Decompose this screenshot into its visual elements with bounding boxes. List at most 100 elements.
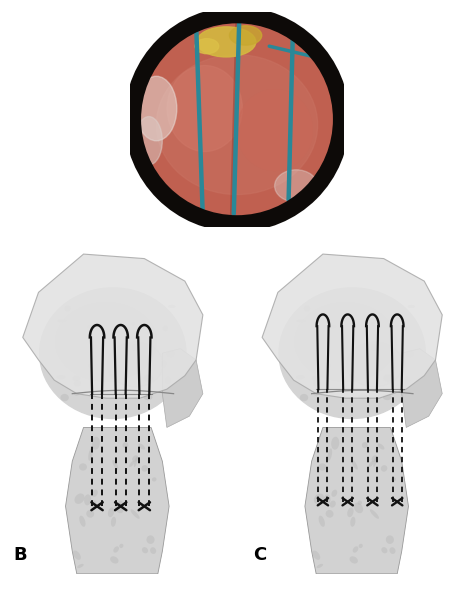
Ellipse shape bbox=[372, 455, 377, 462]
Ellipse shape bbox=[362, 442, 368, 448]
Ellipse shape bbox=[373, 456, 377, 467]
Ellipse shape bbox=[326, 510, 334, 518]
Circle shape bbox=[129, 12, 345, 227]
Circle shape bbox=[137, 19, 337, 219]
Ellipse shape bbox=[229, 26, 262, 45]
Ellipse shape bbox=[352, 460, 358, 469]
Polygon shape bbox=[162, 349, 203, 428]
Ellipse shape bbox=[129, 461, 135, 467]
Ellipse shape bbox=[296, 319, 306, 322]
Ellipse shape bbox=[300, 394, 308, 401]
Ellipse shape bbox=[141, 465, 148, 472]
Ellipse shape bbox=[166, 350, 174, 358]
Ellipse shape bbox=[279, 288, 425, 418]
Ellipse shape bbox=[74, 494, 84, 504]
Ellipse shape bbox=[406, 350, 414, 358]
Ellipse shape bbox=[331, 489, 337, 497]
Ellipse shape bbox=[349, 373, 355, 379]
Ellipse shape bbox=[358, 394, 368, 399]
Ellipse shape bbox=[319, 515, 325, 527]
Ellipse shape bbox=[313, 392, 319, 396]
Ellipse shape bbox=[77, 564, 84, 568]
Ellipse shape bbox=[144, 374, 154, 382]
Ellipse shape bbox=[328, 448, 332, 461]
Ellipse shape bbox=[56, 375, 65, 379]
Ellipse shape bbox=[371, 322, 374, 326]
Ellipse shape bbox=[92, 489, 98, 497]
Ellipse shape bbox=[73, 375, 81, 381]
Ellipse shape bbox=[111, 517, 116, 527]
Ellipse shape bbox=[163, 326, 168, 331]
Ellipse shape bbox=[165, 376, 171, 384]
Ellipse shape bbox=[156, 55, 318, 194]
Ellipse shape bbox=[386, 535, 394, 544]
Ellipse shape bbox=[168, 305, 176, 308]
Ellipse shape bbox=[146, 535, 155, 544]
Ellipse shape bbox=[404, 376, 410, 384]
Ellipse shape bbox=[110, 556, 118, 564]
Ellipse shape bbox=[167, 65, 242, 151]
Ellipse shape bbox=[92, 436, 100, 449]
Ellipse shape bbox=[357, 501, 362, 505]
Circle shape bbox=[133, 15, 341, 224]
Ellipse shape bbox=[112, 460, 118, 469]
Ellipse shape bbox=[161, 360, 166, 368]
Ellipse shape bbox=[86, 510, 94, 518]
Polygon shape bbox=[23, 254, 203, 398]
Ellipse shape bbox=[274, 170, 318, 202]
Ellipse shape bbox=[354, 502, 363, 513]
Ellipse shape bbox=[359, 544, 363, 548]
Ellipse shape bbox=[314, 494, 324, 504]
Ellipse shape bbox=[122, 442, 128, 448]
Ellipse shape bbox=[381, 465, 387, 472]
Ellipse shape bbox=[87, 325, 98, 329]
Ellipse shape bbox=[331, 436, 339, 449]
Polygon shape bbox=[305, 428, 409, 574]
Ellipse shape bbox=[134, 456, 138, 467]
Ellipse shape bbox=[115, 502, 124, 513]
Ellipse shape bbox=[313, 380, 320, 387]
Ellipse shape bbox=[57, 319, 67, 322]
Text: C: C bbox=[253, 545, 266, 564]
Ellipse shape bbox=[237, 90, 312, 170]
Ellipse shape bbox=[350, 517, 356, 527]
Ellipse shape bbox=[195, 39, 219, 54]
Ellipse shape bbox=[119, 544, 123, 548]
Ellipse shape bbox=[295, 303, 396, 381]
Ellipse shape bbox=[84, 494, 91, 505]
Ellipse shape bbox=[88, 363, 91, 368]
Ellipse shape bbox=[55, 303, 157, 381]
Ellipse shape bbox=[349, 556, 358, 564]
Ellipse shape bbox=[369, 461, 374, 467]
Ellipse shape bbox=[107, 342, 164, 387]
Ellipse shape bbox=[323, 494, 330, 505]
Ellipse shape bbox=[319, 464, 326, 471]
Ellipse shape bbox=[144, 395, 153, 400]
Ellipse shape bbox=[383, 374, 393, 382]
Ellipse shape bbox=[40, 288, 186, 418]
Ellipse shape bbox=[138, 444, 145, 449]
Ellipse shape bbox=[371, 343, 378, 352]
Ellipse shape bbox=[197, 27, 256, 57]
Ellipse shape bbox=[408, 305, 415, 308]
Polygon shape bbox=[402, 349, 442, 428]
Ellipse shape bbox=[118, 501, 123, 505]
Ellipse shape bbox=[353, 547, 358, 552]
Ellipse shape bbox=[79, 464, 87, 471]
Ellipse shape bbox=[73, 551, 81, 560]
Ellipse shape bbox=[304, 305, 310, 312]
Polygon shape bbox=[65, 428, 169, 574]
Polygon shape bbox=[262, 254, 442, 398]
Ellipse shape bbox=[378, 444, 384, 449]
Ellipse shape bbox=[152, 477, 156, 481]
Ellipse shape bbox=[142, 547, 148, 553]
Ellipse shape bbox=[150, 547, 156, 554]
Ellipse shape bbox=[317, 564, 323, 568]
Ellipse shape bbox=[118, 394, 129, 399]
Ellipse shape bbox=[312, 551, 320, 560]
Ellipse shape bbox=[296, 375, 305, 379]
Ellipse shape bbox=[136, 117, 162, 165]
Ellipse shape bbox=[328, 363, 331, 368]
Ellipse shape bbox=[131, 343, 138, 352]
Ellipse shape bbox=[392, 477, 396, 481]
